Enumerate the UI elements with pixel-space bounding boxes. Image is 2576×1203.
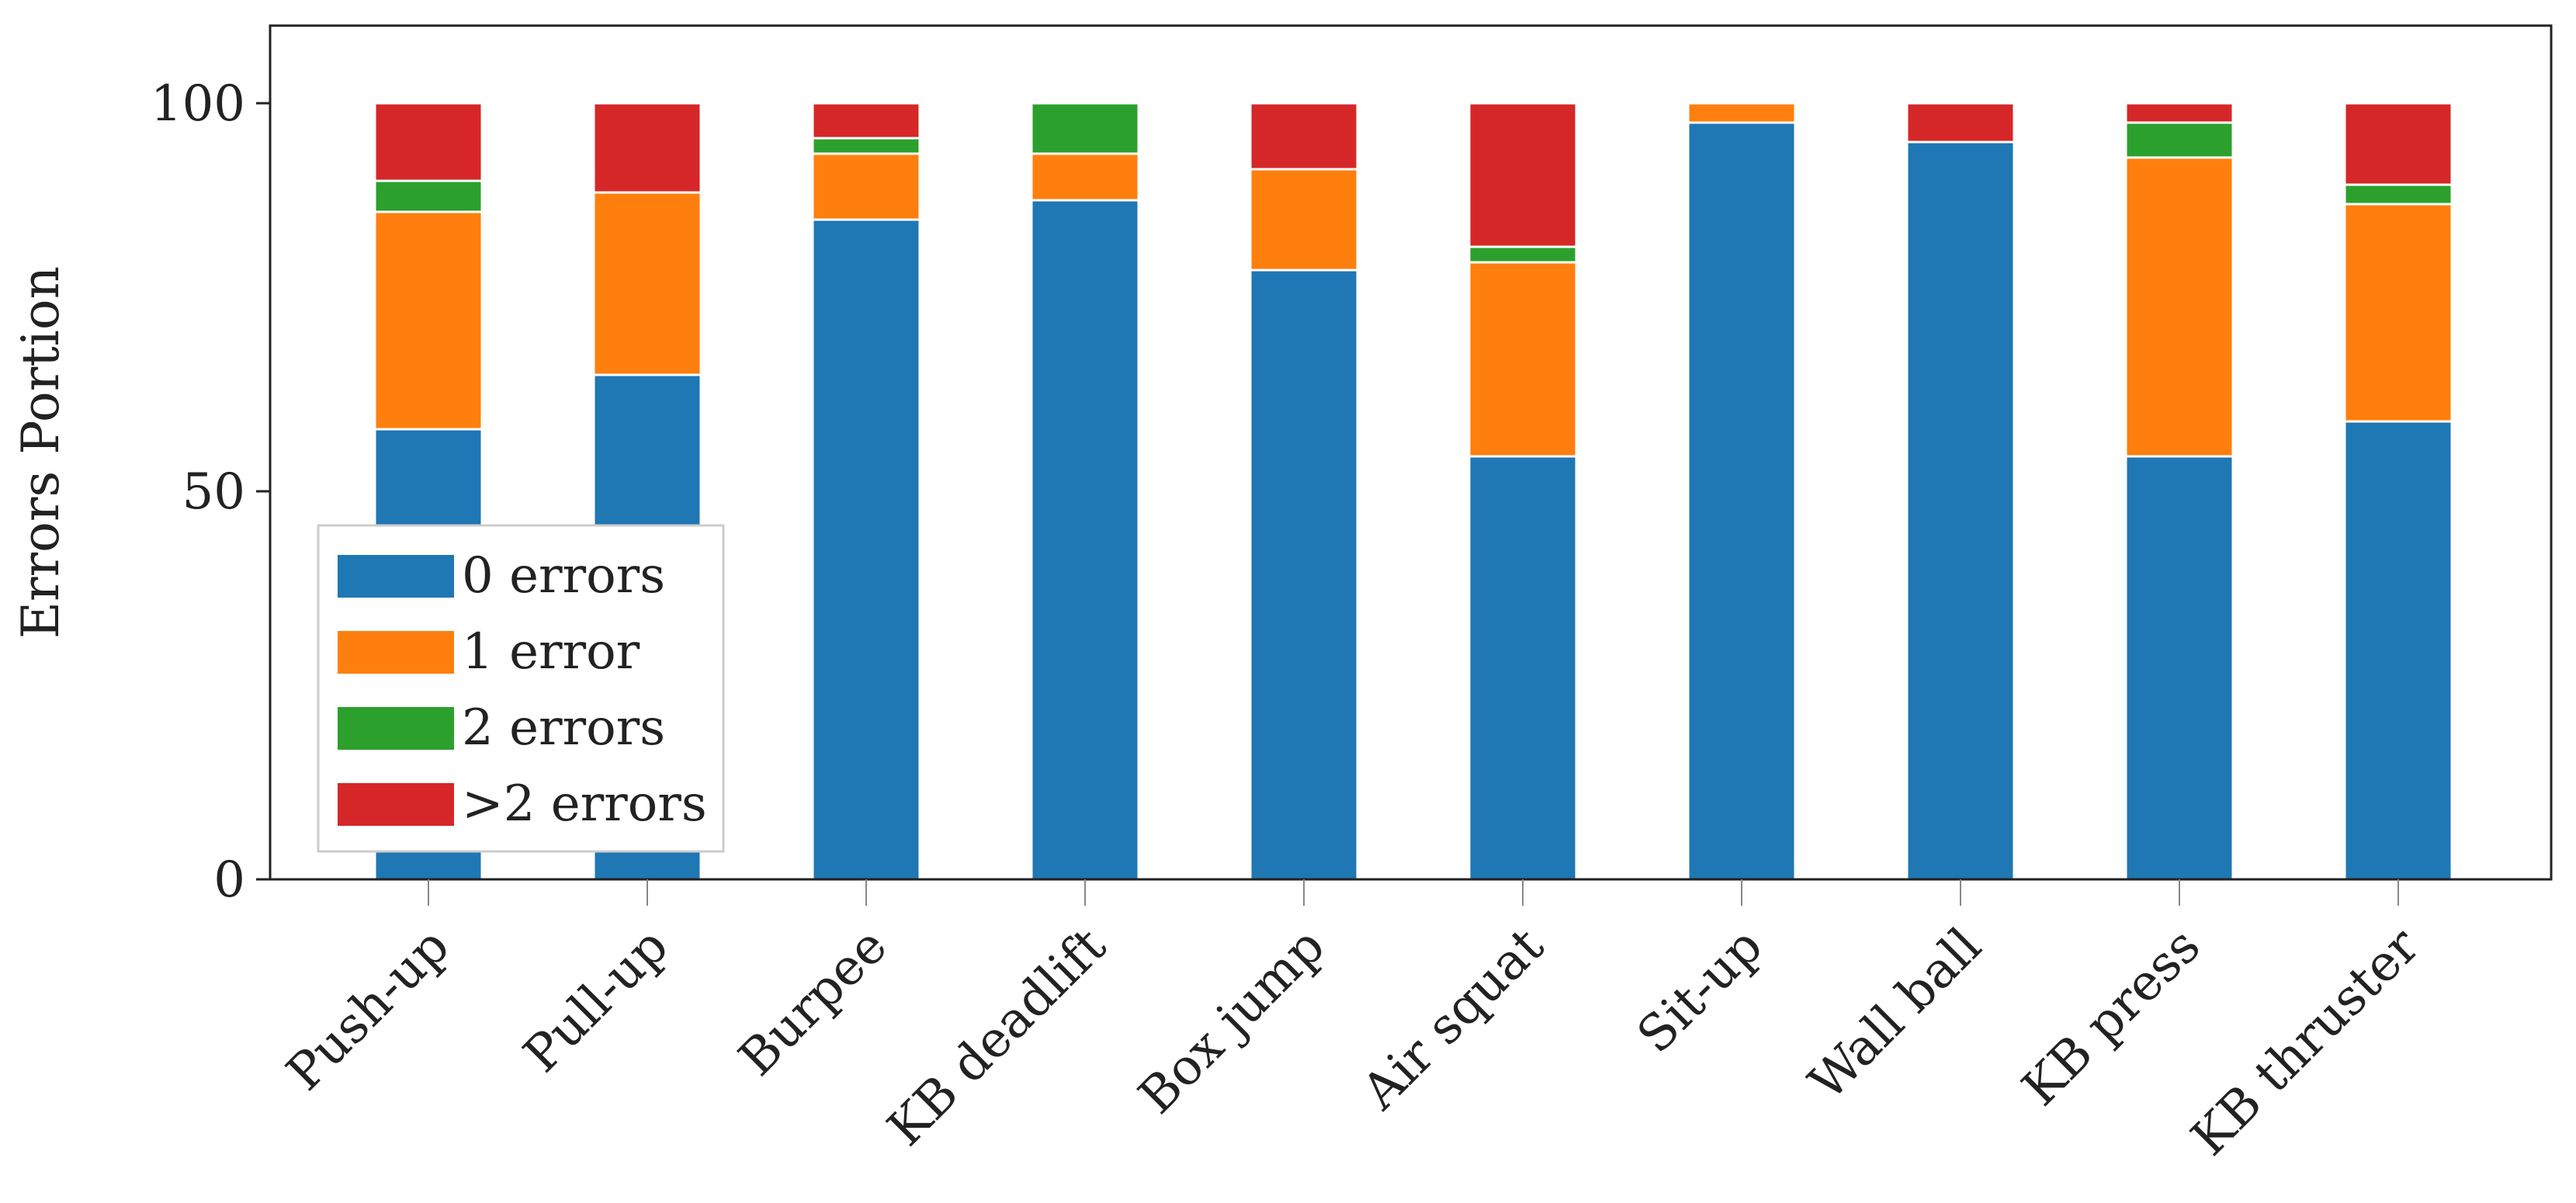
y-tick-label: 100 xyxy=(151,75,245,133)
bar-segment-kb-thruster-2 xyxy=(2343,183,2453,206)
x-tick-label: KB press xyxy=(2012,917,2212,1118)
legend-swatch xyxy=(338,555,454,598)
bar-segment-kb-press-1 xyxy=(2124,156,2234,458)
bar-segment-wall-ball-3 xyxy=(1905,102,2016,144)
legend-label: 1 error xyxy=(462,623,640,681)
x-tick-label: KB deadlift xyxy=(877,917,1118,1158)
y-tick-label: 50 xyxy=(182,463,245,521)
bar-segment-push-up-1 xyxy=(373,210,484,431)
y-axis: 0 50 100 xyxy=(151,75,270,909)
bar-segment-sit-up-0 xyxy=(1687,121,1797,881)
bar-segment-box-jump-1 xyxy=(1249,168,1359,272)
bar-segment-air-squat-2 xyxy=(1468,245,1578,264)
bar-segment-kb-thruster-1 xyxy=(2343,203,2453,423)
x-tick-label: Air squat xyxy=(1351,917,1555,1122)
legend-swatch xyxy=(338,707,454,750)
bars-layer xyxy=(373,102,2453,881)
x-tick-label: Burpee xyxy=(728,917,898,1087)
bar-segment-kb-deadlift-1 xyxy=(1030,152,1140,202)
legend-label: 2 errors xyxy=(462,699,665,757)
bar-segment-box-jump-0 xyxy=(1249,269,1359,881)
legend-label: >2 errors xyxy=(462,775,707,833)
bar-segment-burpee-0 xyxy=(811,218,921,881)
x-tick-label: KB thruster xyxy=(2181,917,2431,1167)
legend[interactable]: 0 errors 1 error 2 errors >2 errors xyxy=(317,524,725,853)
bar-segment-kb-deadlift-2 xyxy=(1030,102,1140,155)
legend-swatch xyxy=(338,783,454,826)
bar-segment-kb-press-2 xyxy=(2124,121,2234,159)
bar-segment-kb-press-3 xyxy=(2124,102,2234,124)
x-tick-label: Pull-up xyxy=(513,917,679,1083)
y-tick-label: 0 xyxy=(213,851,245,909)
x-tick-label: Sit-up xyxy=(1627,917,1773,1064)
x-tick-label: Box jump xyxy=(1129,917,1337,1125)
bar-segment-box-jump-3 xyxy=(1249,102,1359,171)
bar-segment-air-squat-0 xyxy=(1468,455,1578,881)
bar-segment-air-squat-1 xyxy=(1468,261,1578,458)
bar-segment-push-up-3 xyxy=(373,102,484,182)
bar-segment-kb-deadlift-0 xyxy=(1030,199,1140,881)
bar-segment-pull-up-3 xyxy=(592,102,702,194)
y-axis-title: Errors Portion xyxy=(11,266,71,639)
bar-segment-wall-ball-0 xyxy=(1905,140,2016,881)
bar-segment-burpee-2 xyxy=(811,137,921,155)
x-tick-label: Push-up xyxy=(276,917,461,1102)
bar-segment-burpee-1 xyxy=(811,152,921,221)
bar-segment-kb-press-0 xyxy=(2124,455,2234,881)
bar-segment-kb-thruster-3 xyxy=(2343,102,2453,186)
legend-label: 0 errors xyxy=(462,547,665,605)
plot-area-frame xyxy=(269,24,2553,881)
bar-segment-burpee-3 xyxy=(811,102,921,140)
bar-segment-push-up-2 xyxy=(373,179,484,213)
bar-segment-sit-up-1 xyxy=(1687,102,1797,124)
x-tick-label: Wall ball xyxy=(1798,917,1992,1111)
legend-swatch xyxy=(338,631,454,674)
bar-segment-air-squat-3 xyxy=(1468,102,1578,248)
bar-segment-pull-up-1 xyxy=(592,191,702,376)
bar-segment-kb-thruster-0 xyxy=(2343,420,2453,881)
